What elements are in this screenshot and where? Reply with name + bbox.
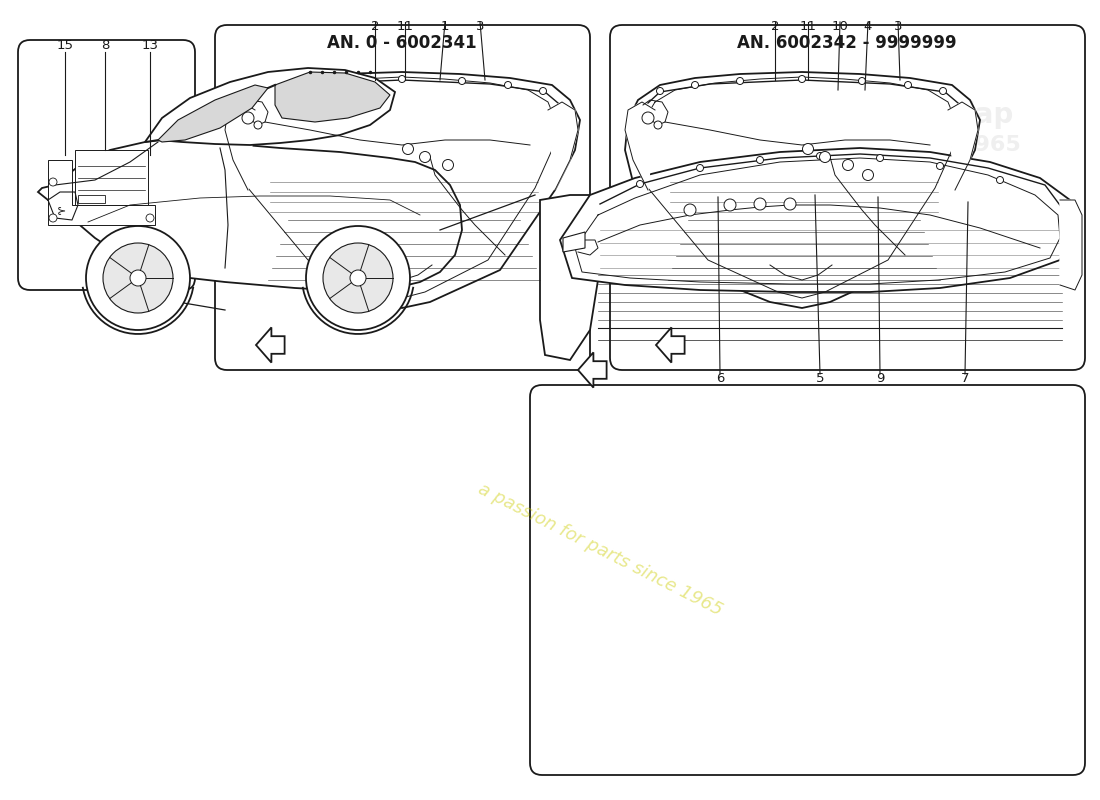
Circle shape (803, 143, 814, 154)
Circle shape (130, 270, 146, 286)
Circle shape (816, 153, 824, 159)
Circle shape (337, 78, 343, 85)
Polygon shape (145, 68, 395, 145)
Circle shape (737, 78, 744, 85)
Circle shape (904, 82, 912, 89)
Circle shape (862, 170, 873, 181)
Circle shape (642, 112, 654, 124)
Polygon shape (226, 102, 255, 190)
Text: 3: 3 (893, 20, 902, 33)
Circle shape (256, 87, 264, 94)
Circle shape (858, 78, 866, 85)
Circle shape (398, 75, 406, 82)
Polygon shape (39, 138, 462, 290)
Circle shape (442, 159, 453, 170)
Text: 2: 2 (371, 20, 380, 33)
Polygon shape (75, 150, 148, 205)
Text: 5: 5 (816, 372, 824, 385)
Text: a passion for parts since 1965: a passion for parts since 1965 (475, 480, 725, 620)
Circle shape (799, 75, 805, 82)
Circle shape (50, 214, 57, 222)
Polygon shape (578, 352, 606, 388)
Circle shape (654, 121, 662, 129)
Circle shape (696, 165, 704, 171)
Polygon shape (656, 327, 684, 362)
Polygon shape (563, 232, 585, 252)
Circle shape (784, 198, 796, 210)
Polygon shape (625, 102, 654, 190)
Text: 13: 13 (142, 39, 158, 52)
Text: 15: 15 (56, 39, 74, 52)
FancyBboxPatch shape (18, 40, 195, 290)
Polygon shape (226, 72, 580, 308)
Circle shape (539, 87, 547, 94)
Text: 9: 9 (876, 372, 884, 385)
Circle shape (877, 154, 883, 162)
Polygon shape (48, 160, 155, 225)
Circle shape (757, 157, 763, 163)
Circle shape (724, 199, 736, 211)
Circle shape (292, 82, 298, 89)
Polygon shape (625, 72, 980, 308)
Circle shape (692, 82, 698, 89)
Circle shape (306, 226, 410, 330)
Circle shape (459, 78, 465, 85)
Polygon shape (540, 195, 600, 360)
Circle shape (637, 181, 644, 187)
Circle shape (684, 204, 696, 216)
FancyBboxPatch shape (214, 25, 590, 370)
Polygon shape (256, 327, 285, 362)
Text: 3: 3 (475, 20, 484, 33)
Polygon shape (275, 72, 390, 122)
Text: 2: 2 (771, 20, 779, 33)
Circle shape (419, 151, 430, 162)
Circle shape (242, 112, 254, 124)
Circle shape (754, 198, 766, 210)
Text: ⊱: ⊱ (57, 205, 67, 215)
Text: 4: 4 (864, 20, 872, 33)
Circle shape (323, 243, 393, 313)
Circle shape (997, 177, 1003, 183)
Circle shape (403, 143, 414, 154)
Circle shape (657, 87, 663, 94)
Polygon shape (560, 148, 1072, 292)
Polygon shape (548, 102, 578, 190)
Circle shape (146, 214, 154, 222)
Circle shape (936, 162, 944, 170)
Circle shape (820, 151, 830, 162)
Polygon shape (1060, 200, 1082, 290)
Circle shape (505, 82, 512, 89)
Text: 1965: 1965 (959, 135, 1021, 155)
Polygon shape (78, 195, 104, 203)
Polygon shape (948, 102, 978, 190)
Circle shape (50, 178, 57, 186)
Circle shape (103, 243, 173, 313)
FancyBboxPatch shape (530, 385, 1085, 775)
Circle shape (843, 159, 854, 170)
Circle shape (254, 121, 262, 129)
Circle shape (86, 226, 190, 330)
Text: 11: 11 (396, 20, 414, 33)
FancyBboxPatch shape (610, 25, 1085, 370)
Text: 10: 10 (832, 20, 848, 33)
Circle shape (939, 87, 946, 94)
Text: 1: 1 (441, 20, 449, 33)
Circle shape (350, 270, 366, 286)
Text: 7: 7 (960, 372, 969, 385)
Text: AN. 6002342 - 9999999: AN. 6002342 - 9999999 (737, 34, 957, 52)
Text: jap: jap (966, 101, 1014, 129)
Text: AN. 0 - 6002341: AN. 0 - 6002341 (327, 34, 476, 52)
Polygon shape (158, 85, 268, 142)
Text: 6: 6 (716, 372, 724, 385)
Text: 8: 8 (101, 39, 109, 52)
Text: 11: 11 (800, 20, 816, 33)
